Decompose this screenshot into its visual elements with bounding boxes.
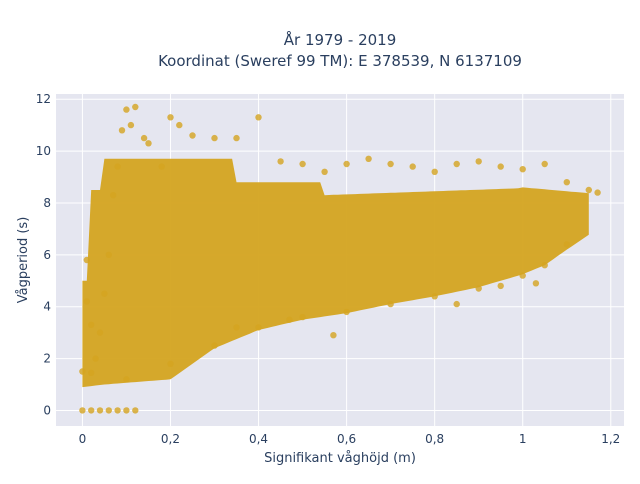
data-point — [211, 134, 218, 142]
tick-labels: 0 0,2 0,4 0,6 0,8 1 1,2 0 2 4 6 8 10 12 — [36, 92, 621, 446]
data-point — [255, 114, 262, 121]
point-cloud — [82, 158, 589, 388]
data-point — [123, 376, 130, 383]
y-tick-label: 10 — [36, 144, 51, 158]
data-point — [594, 189, 601, 196]
y-tick-label: 0 — [43, 403, 51, 417]
data-point — [343, 308, 350, 316]
data-point — [497, 163, 504, 170]
data-point — [497, 282, 504, 290]
data-point — [132, 103, 139, 111]
x-tick-label: 1 — [519, 432, 527, 446]
data-point — [96, 407, 104, 414]
data-point — [79, 368, 86, 375]
y-tick-label: 4 — [43, 300, 51, 314]
data-point — [286, 316, 293, 323]
data-point — [475, 158, 482, 165]
chart-title-line1: År 1979 - 2019 — [284, 30, 397, 49]
y-axis-title: Vågperiod (s) — [16, 217, 31, 304]
data-point — [110, 192, 117, 199]
data-point — [96, 329, 104, 336]
data-point — [123, 106, 130, 113]
data-point — [114, 407, 121, 414]
chart-title-line2: Koordinat (Sweref 99 TM): E 378539, N 61… — [158, 52, 522, 70]
data-point — [88, 407, 95, 414]
x-tick-label: 0,8 — [425, 432, 444, 446]
y-tick-label: 12 — [36, 92, 51, 106]
data-point — [127, 121, 135, 129]
data-point — [167, 114, 174, 121]
data-point — [101, 290, 108, 297]
data-point — [167, 360, 174, 367]
x-axis-title: Signifikant våghöjd (m) — [264, 451, 416, 466]
data-point — [277, 158, 284, 165]
x-tick-label: 1,2 — [601, 432, 620, 446]
data-point — [431, 168, 438, 175]
data-point — [409, 163, 416, 170]
x-tick-label: 0,2 — [161, 432, 180, 446]
data-point — [541, 160, 548, 168]
data-point — [255, 324, 262, 331]
data-point — [83, 256, 91, 264]
data-point — [343, 160, 350, 168]
data-point — [475, 285, 482, 292]
data-point — [563, 179, 570, 186]
data-point — [321, 168, 328, 175]
data-point — [431, 293, 438, 300]
data-point — [453, 300, 460, 308]
data-point — [365, 155, 372, 162]
data-point — [176, 121, 183, 129]
data-point — [118, 127, 126, 134]
data-point — [145, 140, 152, 147]
data-point — [585, 186, 592, 194]
data-point — [299, 313, 306, 321]
data-point — [563, 241, 570, 248]
data-point — [123, 407, 130, 414]
data-point — [158, 163, 165, 170]
data-point — [387, 160, 394, 168]
data-point — [105, 407, 113, 414]
data-point — [79, 407, 86, 414]
y-tick-label: 6 — [43, 248, 51, 262]
data-point — [330, 332, 337, 339]
data-point — [387, 300, 394, 308]
data-point — [105, 251, 113, 258]
y-tick-label: 8 — [43, 196, 51, 210]
x-tick-label: 0 — [79, 432, 87, 446]
y-tick-label: 2 — [43, 352, 51, 366]
point-cloud-core — [82, 158, 589, 388]
data-point — [189, 132, 196, 139]
data-point — [83, 298, 91, 305]
data-point — [519, 166, 526, 173]
data-point — [453, 160, 460, 168]
data-point — [211, 342, 218, 349]
data-point — [92, 355, 99, 362]
data-point — [88, 369, 95, 376]
data-point — [299, 160, 306, 168]
data-point — [519, 272, 526, 279]
data-point — [233, 324, 240, 331]
data-point — [132, 407, 139, 414]
data-point — [532, 280, 540, 287]
data-point — [541, 262, 548, 269]
data-point — [233, 134, 240, 142]
data-point — [114, 163, 121, 170]
data-point — [88, 321, 95, 328]
x-tick-label: 0,6 — [337, 432, 356, 446]
data-point — [140, 134, 148, 142]
data-points — [79, 103, 601, 414]
x-tick-label: 0,4 — [249, 432, 268, 446]
